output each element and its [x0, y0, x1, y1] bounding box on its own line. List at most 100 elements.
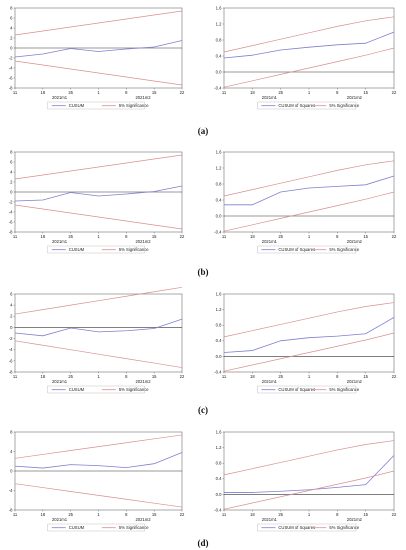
y-tick-label: 0.8	[216, 323, 222, 328]
x-tick-label: 15	[363, 90, 368, 95]
y-tick-label: -8	[9, 507, 13, 512]
y-tick-label: 2	[10, 314, 13, 319]
legend-label-stat: CUSUM of Squares	[278, 103, 315, 108]
series-line-stat	[14, 452, 183, 469]
y-tick-label: 0.0	[216, 492, 222, 497]
x-tick-label: 8	[336, 512, 339, 517]
y-tick-label: -4	[9, 488, 13, 493]
x-period-label: 2021m2	[347, 95, 363, 100]
x-period-label: 2021m1	[262, 517, 278, 522]
x-period-label: 2021m2	[135, 379, 151, 384]
y-tick-label: -6	[9, 358, 13, 363]
panel-label-d: (d)	[197, 538, 209, 548]
x-tick-label: 25	[68, 234, 73, 239]
x-tick-label: 8	[125, 374, 128, 379]
x-tick-label: 1	[97, 512, 100, 517]
panel-label-a: (a)	[197, 126, 209, 136]
x-tick-label: 11	[13, 90, 18, 95]
x-period-label: 2021m2	[347, 517, 363, 522]
upper-band-line	[223, 302, 395, 338]
x-tick-label: 8	[125, 90, 128, 95]
plot-frame	[223, 151, 395, 233]
x-tick-label: 22	[392, 90, 397, 95]
legend-box	[257, 245, 357, 254]
legend-label-stat: CUSUM	[69, 525, 85, 530]
y-tick-label: 1.6	[216, 291, 222, 296]
legend-label-band: 5% Significance	[329, 103, 359, 108]
x-tick-label: 11	[13, 374, 18, 379]
x-tick-label: 11	[13, 512, 18, 517]
x-tick-label: 8	[336, 234, 339, 239]
y-tick-label: 8	[10, 5, 13, 10]
y-tick-label: -0.4	[214, 369, 222, 374]
x-period-label: 2021m2	[135, 239, 151, 244]
y-tick-label: -6	[9, 75, 13, 80]
plot-frame	[223, 431, 395, 511]
x-period-label: 2021m2	[347, 379, 363, 384]
x-period-label: 2021m2	[135, 517, 151, 522]
x-tick-label: 11	[222, 90, 227, 95]
series-line-stat	[14, 318, 183, 337]
x-tick-label: 15	[363, 374, 368, 379]
series-line-stat	[14, 185, 183, 202]
legend-box	[257, 101, 357, 110]
x-tick-label: 18	[250, 90, 255, 95]
y-tick-label: 1.2	[216, 165, 222, 170]
x-period-label: 2021m1	[52, 95, 68, 100]
x-tick-label: 18	[40, 512, 45, 517]
lower-band-line	[14, 60, 183, 86]
plot-frame	[223, 293, 395, 373]
x-tick-label: 11	[222, 374, 227, 379]
y-tick-label: 0.0	[216, 213, 222, 218]
legend-box	[47, 523, 145, 532]
x-tick-label: 15	[363, 512, 368, 517]
y-tick-label: -2	[9, 55, 13, 60]
y-tick-label: 6	[10, 291, 13, 296]
lower-band-line	[14, 204, 183, 230]
y-tick-label: 0	[10, 45, 13, 50]
x-tick-label: 25	[278, 512, 283, 517]
y-tick-label: 0.8	[216, 37, 222, 42]
legend-label-band: 5% Significance	[329, 525, 359, 530]
y-tick-label: 0.0	[216, 354, 222, 359]
y-tick-label: 0.0	[216, 69, 222, 74]
x-tick-label: 22	[180, 374, 185, 379]
y-tick-label: 0.4	[216, 53, 222, 58]
x-period-label: 2021m1	[52, 517, 68, 522]
upper-band-line	[14, 10, 183, 36]
y-tick-label: 4	[10, 449, 13, 454]
y-tick-label: -8	[9, 369, 13, 374]
y-tick-label: 8	[10, 149, 13, 154]
legend-box	[257, 523, 357, 532]
upper-band-line	[14, 286, 183, 315]
panel-label-b: (b)	[197, 267, 209, 277]
y-tick-label: -8	[9, 85, 13, 90]
legend-label-stat: CUSUM	[69, 247, 85, 252]
y-tick-label: 6	[10, 15, 13, 20]
x-period-label: 2021m1	[52, 239, 68, 244]
x-tick-label: 25	[68, 374, 73, 379]
series-line-stat	[224, 175, 395, 206]
y-tick-label: 1.6	[216, 149, 222, 154]
x-tick-label: 11	[222, 234, 227, 239]
series-line-stat	[14, 40, 183, 58]
legend-label-band: 5% Significance	[119, 525, 149, 530]
y-tick-label: 1.6	[216, 429, 222, 434]
lower-band-line	[223, 191, 395, 232]
x-period-label: 2021m1	[262, 379, 278, 384]
lower-band-line	[14, 483, 183, 508]
y-tick-label: -0.4	[214, 229, 222, 234]
y-tick-label: 4	[10, 25, 13, 30]
y-tick-label: 1.2	[216, 445, 222, 450]
x-tick-label: 15	[363, 234, 368, 239]
x-tick-label: 8	[336, 90, 339, 95]
legend-label-stat: CUSUM of Squares	[278, 387, 315, 392]
y-tick-label: 6	[10, 159, 13, 164]
y-tick-label: 2	[10, 179, 13, 184]
y-tick-label: 0.8	[216, 181, 222, 186]
